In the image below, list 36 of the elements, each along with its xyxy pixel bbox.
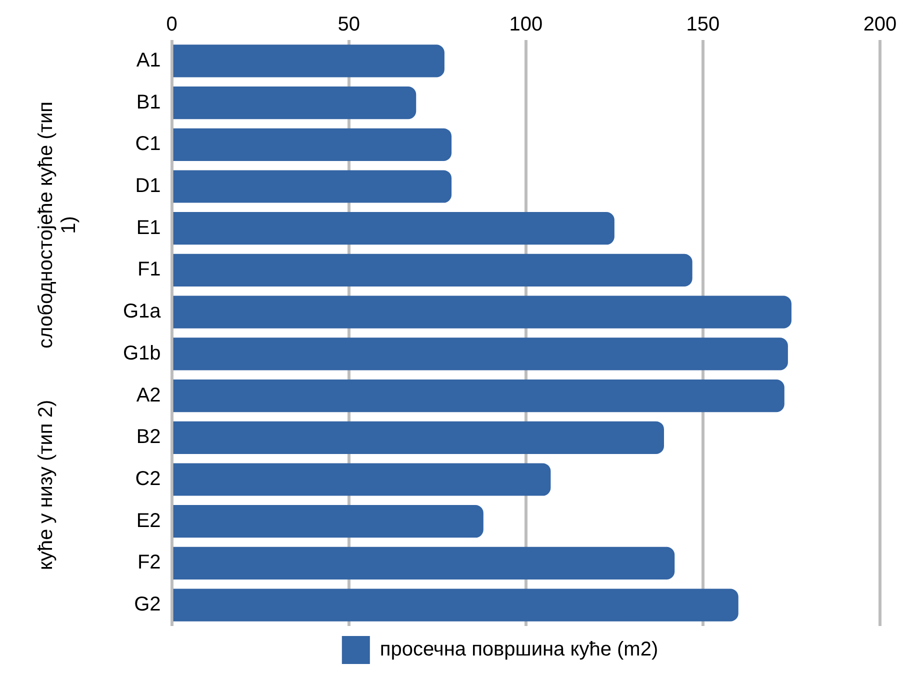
y-tick-label: G1a: [122, 300, 162, 323]
y-tick-label: D1: [135, 175, 161, 198]
x-tick-label: 50: [338, 14, 360, 36]
y-tick-label: G2: [134, 594, 161, 616]
x-tick-label: 0: [166, 14, 178, 36]
bar: [173, 254, 692, 287]
y-tick-label: A1: [136, 49, 161, 72]
bar: [173, 170, 452, 203]
bar: [173, 588, 738, 622]
bar: [173, 44, 444, 78]
x-tick-label: 100: [509, 14, 543, 36]
bar: [173, 546, 675, 580]
x-tick-label: 150: [686, 14, 720, 36]
y-tick-label: C1: [135, 133, 161, 156]
legend-label: просечна површина куће (m2): [380, 638, 658, 661]
y-tick-label: E1: [136, 216, 161, 239]
bar: [173, 296, 792, 328]
bar: [173, 338, 788, 370]
x-tick-label: 200: [863, 14, 897, 36]
y-tick-label: B1: [136, 91, 161, 114]
y-tick-label: E2: [136, 510, 161, 532]
y-tick-label: C2: [135, 468, 161, 490]
bar: [173, 505, 484, 538]
bar: [173, 421, 664, 454]
y-tick-label: A2: [136, 384, 161, 406]
y-tick-label: B2: [136, 426, 161, 448]
y-tick-label: G1b: [122, 342, 161, 364]
text: куће у низу (тип 2): [35, 398, 58, 572]
bar: [173, 212, 614, 245]
bar: [173, 379, 784, 412]
bar: [173, 86, 416, 120]
y-tick-label: F1: [137, 258, 161, 281]
bar: [173, 128, 452, 161]
y-tick-label: F2: [137, 552, 161, 574]
bar: [173, 463, 551, 496]
text: слободностојеће куће (тип 1): [35, 100, 81, 350]
